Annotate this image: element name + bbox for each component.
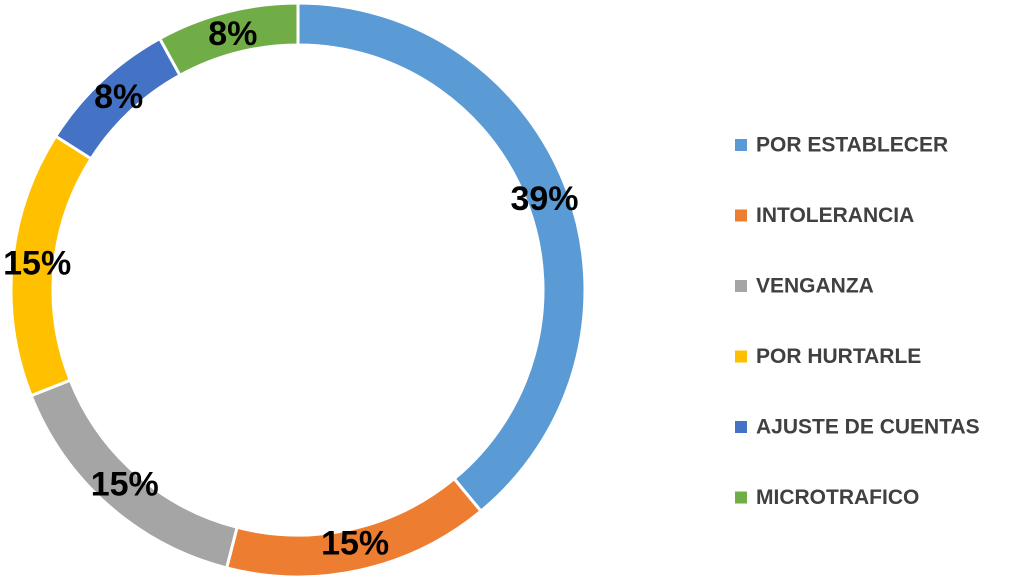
legend-swatch bbox=[735, 350, 747, 363]
data-label: 15% bbox=[91, 466, 159, 504]
data-label: 8% bbox=[208, 15, 257, 53]
legend-swatch bbox=[735, 209, 747, 222]
data-label: 15% bbox=[3, 244, 71, 282]
legend-swatch bbox=[735, 280, 747, 292]
legend-label: MICROTRAFICO bbox=[756, 486, 919, 509]
legend-swatch bbox=[735, 139, 747, 151]
legend-label: POR ESTABLECER bbox=[756, 134, 948, 157]
legend-label: VENGANZA bbox=[756, 275, 874, 298]
donut-segment bbox=[157, 1, 300, 78]
donut-segment bbox=[296, 1, 587, 514]
legend-label: POR HURTARLE bbox=[756, 345, 921, 368]
legend-label: INTOLERANCIA bbox=[756, 204, 914, 227]
data-label: 8% bbox=[94, 78, 143, 116]
legend-label: AJUSTE DE CUENTAS bbox=[756, 416, 980, 439]
data-label: 39% bbox=[510, 180, 578, 218]
legend-swatch bbox=[735, 491, 747, 504]
legend-swatch bbox=[735, 421, 747, 433]
data-label: 15% bbox=[321, 525, 389, 563]
